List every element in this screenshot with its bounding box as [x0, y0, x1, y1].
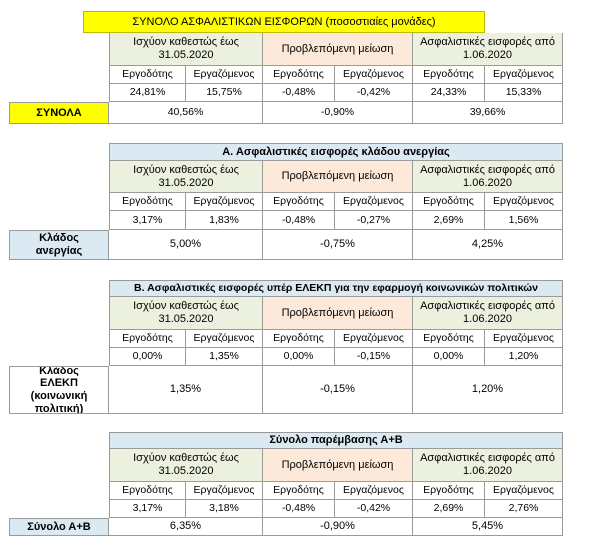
- section-a-employee-reduction-label: Εργαζόμενος: [335, 193, 413, 211]
- section-b-sum-current: 1,35%: [109, 366, 263, 414]
- section-ab-header-current: Ισχύον καθεστώς έως 31.05.2020: [109, 449, 263, 482]
- section-a-employer-current-label: Εργοδότης: [109, 193, 186, 211]
- section-ab-sum-reduction: -0,90%: [263, 518, 413, 536]
- section-b-value-employer-current: 0,00%: [109, 348, 186, 366]
- total-header-current: Ισχύον καθεστώς έως 31.05.2020: [109, 33, 263, 66]
- section-a-employee-new-label: Εργαζόμενος: [485, 193, 563, 211]
- section-ab-employer-reduction-label: Εργοδότης: [263, 482, 335, 500]
- total-header-reduction: Προβλεπόμενη μείωση: [263, 33, 413, 66]
- section-a-value-employee-current: 1,83%: [186, 211, 263, 230]
- total-sum-current: 40,56%: [109, 102, 263, 124]
- total-value-employer-reduction: -0,48%: [263, 84, 335, 102]
- section-a-value-employer-new: 2,69%: [413, 211, 485, 230]
- section-a-employee-current-label: Εργαζόμενος: [186, 193, 263, 211]
- section-b-value-employer-reduction: 0,00%: [263, 348, 335, 366]
- section-b-row-label: Κλάδος ΕΛΕΚΠ (κοινωνική πολιτική): [9, 366, 109, 414]
- section-a-value-employee-new: 1,56%: [485, 211, 563, 230]
- total-employee-reduction-label: Εργαζόμενος: [335, 66, 413, 84]
- total-employer-current-label: Εργοδότης: [109, 66, 186, 84]
- section-b-value-employee-reduction: -0,15%: [335, 348, 413, 366]
- section-b-header-new: Ασφαλιστικές εισφορές από 1.06.2020: [413, 297, 563, 330]
- total-employer-new-label: Εργοδότης: [413, 66, 485, 84]
- section-a-row-label: Κλάδος ανεργίας: [9, 230, 109, 260]
- total-employee-current-label: Εργαζόμενος: [186, 66, 263, 84]
- section-b-employer-current-label: Εργοδότης: [109, 330, 186, 348]
- section-b-employee-new-label: Εργαζόμενος: [485, 330, 563, 348]
- section-a-value-employer-reduction: -0,48%: [263, 211, 335, 230]
- section-ab-employee-current-label: Εργαζόμενος: [186, 482, 263, 500]
- section-a-value-employee-reduction: -0,27%: [335, 211, 413, 230]
- total-value-employer-current: 24,81%: [109, 84, 186, 102]
- section-ab-value-employee-current: 3,18%: [186, 500, 263, 518]
- section-a-header-reduction: Προβλεπόμενη μείωση: [263, 161, 413, 193]
- section-b-value-employer-new: 0,00%: [413, 348, 485, 366]
- section-b-sum-new: 1,20%: [413, 366, 563, 414]
- section-b-header-reduction: Προβλεπόμενη μείωση: [263, 297, 413, 330]
- section-a-value-employer-current: 3,17%: [109, 211, 186, 230]
- section-a-header-new: Ασφαλιστικές εισφορές από 1.06.2020: [413, 161, 563, 193]
- section-b-sum-reduction: -0,15%: [263, 366, 413, 414]
- section-ab-employee-new-label: Εργαζόμενος: [485, 482, 563, 500]
- total-sum-reduction: -0,90%: [263, 102, 413, 124]
- total-sum-new: 39,66%: [413, 102, 563, 124]
- total-row-label: ΣΥΝΟΛΑ: [9, 102, 109, 124]
- total-value-employer-new: 24,33%: [413, 84, 485, 102]
- section-a-sum-new: 4,25%: [413, 230, 563, 260]
- section-b-employer-new-label: Εργοδότης: [413, 330, 485, 348]
- section-ab-sum-current: 6,35%: [109, 518, 263, 536]
- section-a-sum-current: 5,00%: [109, 230, 263, 260]
- section-ab-employee-reduction-label: Εργαζόμενος: [335, 482, 413, 500]
- section-a-employer-reduction-label: Εργοδότης: [263, 193, 335, 211]
- section-b-header-current: Ισχύον καθεστώς έως 31.05.2020: [109, 297, 263, 330]
- section-a-sum-reduction: -0,75%: [263, 230, 413, 260]
- total-employer-reduction-label: Εργοδότης: [263, 66, 335, 84]
- section-ab-value-employee-reduction: -0,42%: [335, 500, 413, 518]
- section-a-title: Α. Ασφαλιστικές εισφορές κλάδου ανεργίας: [109, 143, 563, 161]
- section-ab-sum-new: 5,45%: [413, 518, 563, 536]
- section-ab-row-label: Σύνολο Α+Β: [9, 518, 109, 536]
- section-b-employee-current-label: Εργαζόμενος: [186, 330, 263, 348]
- total-value-employee-new: 15,33%: [485, 84, 563, 102]
- section-b-employee-reduction-label: Εργαζόμενος: [335, 330, 413, 348]
- section-ab-employer-new-label: Εργοδότης: [413, 482, 485, 500]
- total-employee-new-label: Εργαζόμενος: [485, 66, 563, 84]
- section-b-value-employee-current: 1,35%: [186, 348, 263, 366]
- section-ab-header-new: Ασφαλιστικές εισφορές από 1.06.2020: [413, 449, 563, 482]
- section-a-header-current: Ισχύον καθεστώς έως 31.05.2020: [109, 161, 263, 193]
- section-ab-value-employer-current: 3,17%: [109, 500, 186, 518]
- section-ab-value-employer-new: 2,69%: [413, 500, 485, 518]
- section-ab-title: Σύνολο παρέμβασης Α+Β: [109, 432, 563, 449]
- section-b-value-employee-new: 1,20%: [485, 348, 563, 366]
- section-ab-value-employee-new: 2,76%: [485, 500, 563, 518]
- section-b-title: Β. Ασφαλιστικές εισφορές υπέρ ΕΛΕΚΠ για …: [109, 280, 563, 297]
- section-ab-value-employer-reduction: -0,48%: [263, 500, 335, 518]
- section-ab-header-reduction: Προβλεπόμενη μείωση: [263, 449, 413, 482]
- total-table-title: ΣΥΝΟΛΟ ΑΣΦΑΛΙΣΤΙΚΩΝ ΕΙΣΦΟΡΩΝ (ποσοστιαίε…: [83, 11, 485, 33]
- section-b-employer-reduction-label: Εργοδότης: [263, 330, 335, 348]
- section-a-employer-new-label: Εργοδότης: [413, 193, 485, 211]
- total-value-employee-current: 15,75%: [186, 84, 263, 102]
- section-ab-employer-current-label: Εργοδότης: [109, 482, 186, 500]
- total-header-new: Ασφαλιστικές εισφορές από 1.06.2020: [413, 33, 563, 66]
- total-value-employee-reduction: -0,42%: [335, 84, 413, 102]
